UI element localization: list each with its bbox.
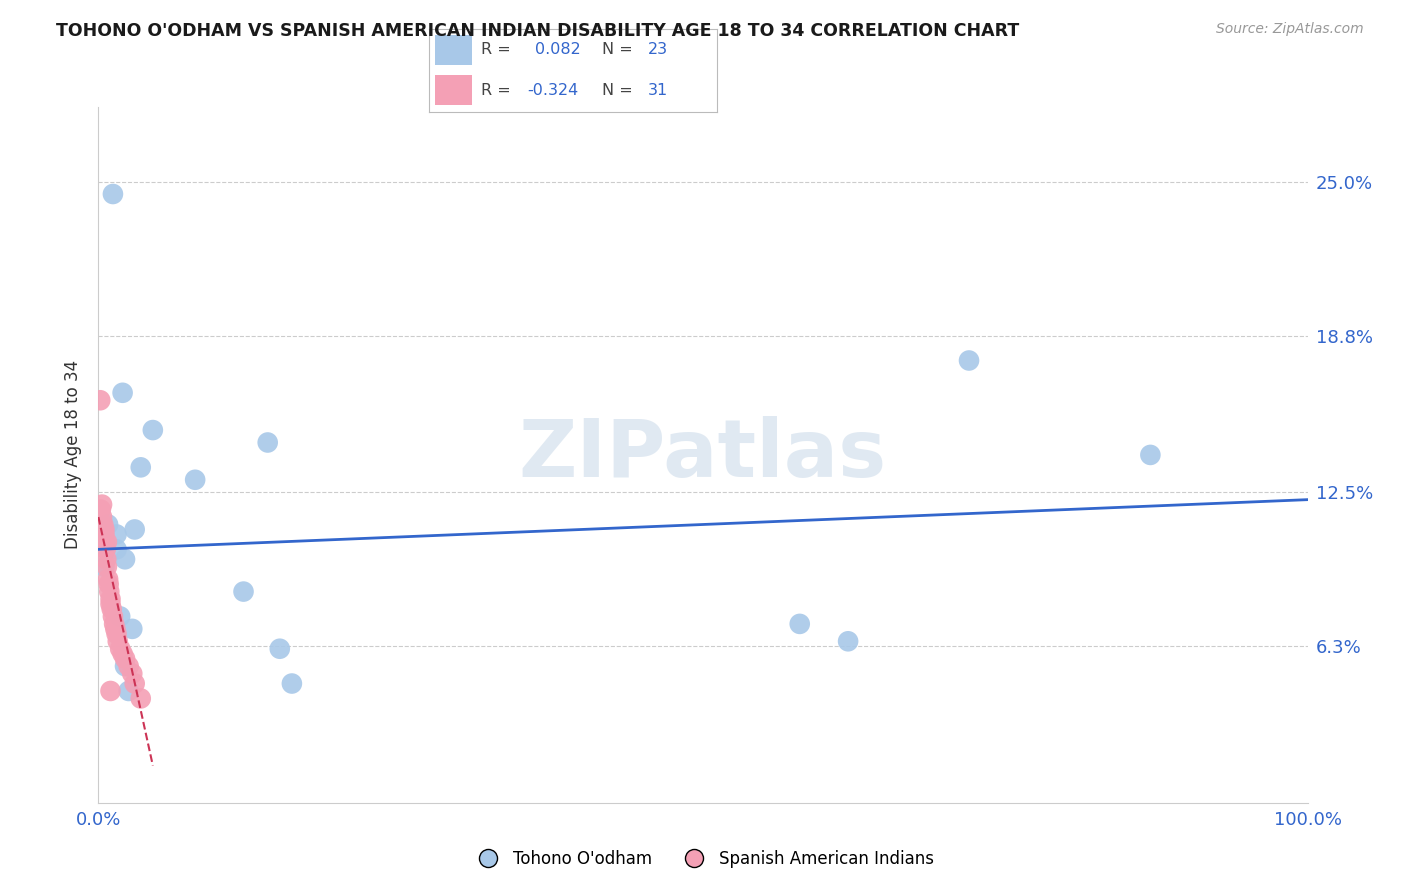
Point (108, 641, 131, 656)
Point (114, 552, 136, 566)
Point (90, 502, 112, 516)
Point (100, 684, 122, 698)
Point (97, 577, 120, 591)
Point (100, 592, 122, 607)
Point (232, 584, 254, 599)
Point (97, 572, 120, 586)
Point (789, 616, 811, 631)
Point (114, 651, 136, 665)
Point (96, 535, 118, 549)
Bar (434, 76, 472, 105)
Point (124, 523, 146, 537)
Point (1139, 448, 1161, 462)
Point (142, 423, 165, 437)
Text: ZIPatlas: ZIPatlas (519, 416, 887, 494)
Point (97, 517, 120, 532)
Point (124, 676, 146, 690)
Y-axis label: Disability Age 18 to 34: Disability Age 18 to 34 (63, 360, 82, 549)
Point (91, 517, 114, 532)
Point (105, 627, 128, 641)
Point (184, 473, 207, 487)
Point (100, 597, 122, 611)
Point (111, 647, 134, 661)
Legend: Tohono O'odham, Spanish American Indians: Tohono O'odham, Spanish American Indians (465, 844, 941, 875)
Point (93, 527, 115, 541)
Point (96, 559, 118, 574)
Point (105, 542, 128, 557)
Point (105, 527, 128, 541)
Point (100, 602, 122, 616)
Text: 23: 23 (648, 43, 668, 57)
Point (129, 691, 152, 706)
Point (281, 676, 304, 690)
Text: N =: N = (602, 43, 633, 57)
Text: 0.082: 0.082 (536, 43, 581, 57)
Text: N =: N = (602, 83, 633, 97)
Point (91, 498, 114, 512)
Text: Source: ZipAtlas.com: Source: ZipAtlas.com (1216, 22, 1364, 37)
Point (111, 385, 134, 400)
Text: 31: 31 (648, 83, 668, 97)
Point (107, 634, 129, 648)
Bar (434, 35, 472, 65)
Point (108, 609, 131, 624)
Point (104, 622, 127, 636)
Text: R =: R = (481, 43, 510, 57)
Point (98, 584, 121, 599)
Point (121, 622, 143, 636)
Point (269, 641, 291, 656)
Point (957, 353, 980, 368)
Point (93, 559, 115, 574)
Point (103, 616, 125, 631)
Point (94, 542, 117, 557)
Point (121, 666, 143, 681)
Point (96, 552, 118, 566)
Point (114, 659, 136, 673)
Point (256, 435, 278, 450)
Point (837, 634, 859, 648)
Text: -0.324: -0.324 (527, 83, 578, 97)
Point (91, 510, 114, 524)
Point (101, 187, 124, 202)
Point (129, 460, 152, 475)
Text: R =: R = (481, 83, 510, 97)
Point (101, 609, 124, 624)
Point (118, 659, 141, 673)
Point (89, 393, 111, 408)
Text: TOHONO O'ODHAM VS SPANISH AMERICAN INDIAN DISABILITY AGE 18 TO 34 CORRELATION CH: TOHONO O'ODHAM VS SPANISH AMERICAN INDIA… (56, 22, 1019, 40)
Point (93, 523, 115, 537)
Point (118, 684, 141, 698)
Point (93, 535, 115, 549)
